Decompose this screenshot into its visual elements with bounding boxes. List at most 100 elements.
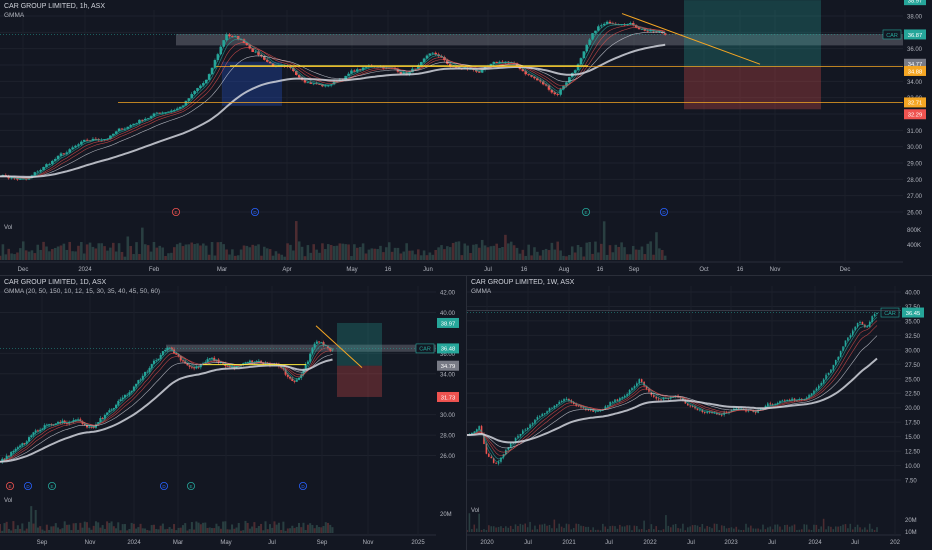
undefined-candle	[184, 361, 187, 364]
undefined-event-marker	[660, 207, 669, 216]
undefined-volume-bar	[79, 522, 82, 533]
undefined-candle	[815, 388, 818, 391]
undefined-candle	[519, 433, 522, 436]
undefined-volume-bar	[457, 241, 461, 260]
undefined-candle	[568, 398, 570, 401]
undefined-volume-bar	[21, 241, 25, 260]
undefined-volume-bar	[530, 255, 533, 260]
h1-stop-line-price-tag	[904, 97, 926, 108]
undefined-volume-bar	[242, 530, 245, 533]
undefined-volume-bar	[77, 245, 80, 260]
chart-1w-svg[interactable]: 40.0037.5035.0032.5030.0027.5025.0022.50…	[467, 276, 932, 550]
undefined-volume-bar	[623, 247, 626, 260]
undefined-volume-bar	[51, 249, 54, 260]
undefined-event-marker-label: D	[301, 484, 305, 489]
undefined-candle	[90, 426, 93, 428]
undefined-candle	[42, 166, 45, 170]
undefined-volume-bar	[402, 251, 406, 260]
undefined-volume-bar	[28, 521, 31, 533]
undefined-volume-bar	[103, 246, 106, 260]
undefined-volume-bar	[645, 530, 648, 532]
undefined-candle	[83, 423, 86, 426]
undefined-candle	[575, 404, 577, 406]
d1-target-price-value: 38.97	[441, 321, 456, 327]
undefined-candle	[614, 399, 616, 402]
undefined-candle	[538, 416, 541, 418]
undefined-volume-bar	[331, 527, 334, 533]
undefined-volume-bar	[112, 242, 115, 260]
undefined-x-tick: Jul	[768, 540, 776, 546]
undefined-candle	[422, 58, 426, 62]
undefined-volume-bar	[657, 530, 660, 532]
undefined-volume-bar	[265, 248, 269, 260]
undefined-x-tick: 202	[890, 540, 901, 546]
undefined-candle	[245, 42, 249, 46]
undefined-volume-bar	[30, 250, 34, 260]
undefined-candle	[876, 312, 878, 314]
undefined-candle	[59, 153, 63, 156]
chart-1h-svg[interactable]: 38.0037.0036.0035.0034.0033.0032.0031.00…	[0, 0, 932, 275]
undefined-y-tick: 10.00	[905, 464, 921, 470]
undefined-y-tick: 42.00	[440, 291, 456, 297]
chart-panel-1d[interactable]: 42.00 40.00 36.00 34.00 30.00 28.00 26.00 Sep No…	[0, 276, 465, 550]
undefined-volume-bar	[36, 527, 39, 533]
undefined-candle	[21, 443, 24, 446]
undefined-volume-bar	[16, 252, 19, 260]
undefined-volume-bar	[730, 527, 733, 532]
undefined-volume-bar	[14, 529, 17, 533]
undefined-candle	[23, 443, 26, 445]
undefined-x-tick: Jun	[423, 267, 433, 273]
undefined-y-tick: 28.00	[440, 434, 456, 440]
undefined-event-marker-label: D	[253, 210, 257, 215]
chart-panel-1h[interactable]: 38.0037.0036.0035.0034.0033.0032.0031.00…	[0, 0, 932, 275]
undefined-x-tick: Nov	[770, 267, 781, 273]
undefined-candle	[322, 342, 325, 346]
undefined-volume-bar	[512, 529, 514, 532]
undefined-candle	[53, 159, 57, 161]
undefined-volume-bar	[396, 247, 400, 260]
undefined-candle	[529, 424, 531, 428]
undefined-volume-bar	[655, 232, 658, 260]
undefined-volume-bar	[338, 243, 342, 260]
undefined-gmma-line	[0, 31, 666, 178]
undefined-candle	[478, 426, 480, 430]
undefined-volume-bar	[114, 251, 118, 260]
undefined-volume-bar	[531, 529, 534, 532]
chart-1h-title: CAR GROUP LIMITED, 1h, ASX	[4, 3, 106, 10]
undefined-x-tick: Jul	[484, 267, 492, 273]
undefined-volume-bar	[716, 523, 718, 532]
undefined-volume-bar	[387, 242, 391, 260]
undefined-volume-bar	[233, 528, 236, 533]
undefined-last-price-value: 36.87	[908, 33, 923, 39]
chart-panel-1w[interactable]: 40.0037.5035.0032.5030.0027.5025.0022.50…	[467, 276, 932, 550]
undefined-candle	[62, 153, 66, 155]
undefined-candle	[588, 39, 591, 45]
undefined-candle	[419, 61, 423, 66]
undefined-candle	[309, 353, 312, 362]
undefined-candle	[311, 347, 314, 354]
undefined-last-price-tag	[902, 307, 924, 318]
undefined-candle	[213, 357, 216, 361]
undefined-volume-bar	[541, 250, 545, 260]
chart-1d-svg[interactable]: 42.00 40.00 36.00 34.00 30.00 28.00 26.00 Sep No…	[0, 276, 465, 550]
undefined-volume-bar	[599, 530, 602, 532]
undefined-volume-bar	[580, 525, 582, 532]
undefined-candle	[318, 341, 321, 343]
undefined-candle	[616, 399, 619, 401]
undefined-volume-bar	[512, 245, 516, 260]
undefined-volume-bar	[303, 256, 307, 260]
undefined-volume-bar	[472, 244, 475, 260]
undefined-candle	[559, 89, 562, 95]
undefined-volume-bar	[451, 242, 455, 260]
undefined-candle	[226, 366, 229, 367]
undefined-volume-bar	[854, 527, 856, 532]
h1-target-zone	[684, 0, 821, 67]
undefined-volume-bar	[504, 234, 507, 260]
undefined-volume-bar	[273, 521, 276, 533]
undefined-volume-bar	[665, 515, 667, 532]
undefined-volume-bar	[350, 256, 353, 260]
undefined-volume-bar	[88, 242, 92, 260]
h1-stop-price-tag	[904, 109, 926, 120]
undefined-volume-bar	[631, 245, 635, 260]
panel-separator-vertical	[466, 276, 467, 550]
